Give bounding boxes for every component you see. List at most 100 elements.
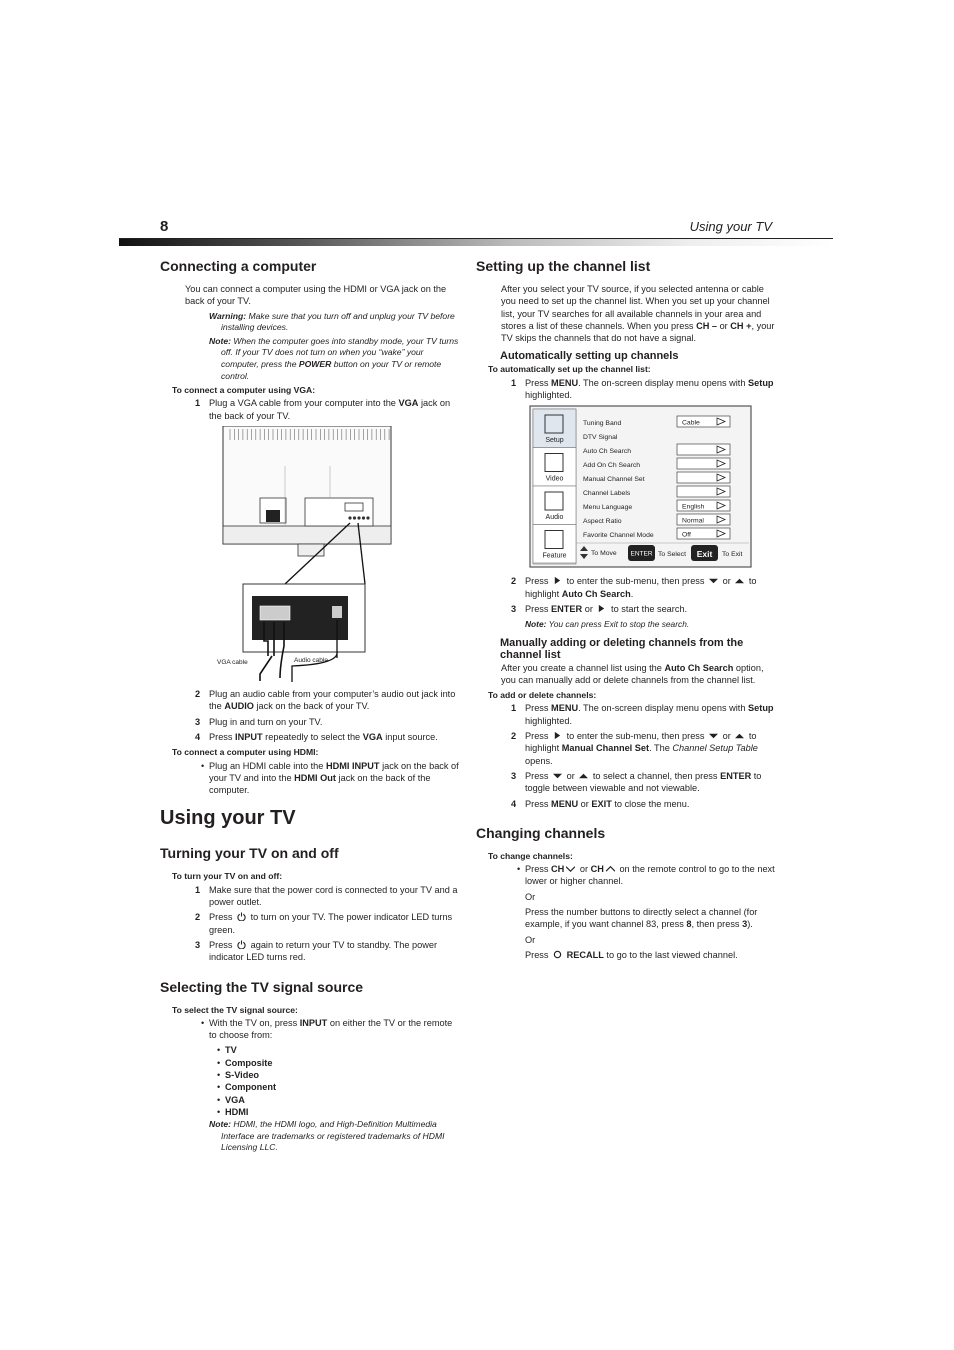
running-title: Using your TV xyxy=(689,219,772,234)
paragraph: After you create a channel list using th… xyxy=(501,662,776,687)
menu-box xyxy=(676,444,731,456)
tab-icon xyxy=(544,530,564,550)
text-run: ). xyxy=(747,919,753,930)
figure-label: To Move xyxy=(591,550,617,557)
step-text: Press again to return your TV to standby… xyxy=(209,940,437,962)
step-number: 3 xyxy=(195,939,201,950)
text-run: Auto Ch Search xyxy=(561,588,631,599)
figure-label: Cable xyxy=(682,420,700,427)
step-number: 1 xyxy=(511,703,517,714)
text-run: Press xyxy=(209,912,236,923)
text-run: You can connect a computer using the HDM… xyxy=(185,284,447,307)
icon-up xyxy=(735,733,745,739)
icon-recall xyxy=(553,950,562,959)
note: Note: HDMI, the HDMI logo, and High-Defi… xyxy=(209,1119,460,1154)
text-run: INPUT xyxy=(235,731,263,742)
section-heading: Changing channels xyxy=(476,824,606,841)
text-run: You can press Exit to stop the search. xyxy=(546,619,690,630)
step: 3 Press or to select a channel, then pres… xyxy=(511,770,776,795)
text-run: Press xyxy=(209,731,236,742)
text-run: VGA xyxy=(362,731,383,742)
text-run: Setup xyxy=(748,377,774,388)
figure-label: Off xyxy=(682,532,691,539)
list-item: HDMI xyxy=(217,1106,460,1119)
figure-shape xyxy=(344,502,364,512)
text-run: Press xyxy=(525,949,552,960)
figure-shape xyxy=(259,605,291,621)
header-line xyxy=(119,238,833,239)
text-run: button on your TV or remote control. xyxy=(221,358,442,381)
figure-label: Favorite Channel Mode xyxy=(583,532,654,539)
icon-chev-down xyxy=(566,866,576,873)
bullet: Plug an HDMI cable into the HDMI INPUT j… xyxy=(201,760,460,797)
step: 2 Press to enter the sub-menu, then press… xyxy=(511,730,776,767)
step: 1 Make sure that the power cord is connec… xyxy=(195,884,460,909)
icon-down xyxy=(553,773,563,779)
figure-shape xyxy=(297,543,325,557)
text-run: Warning: xyxy=(209,310,247,321)
menu-box xyxy=(676,472,731,484)
icon-up xyxy=(579,773,589,779)
text-run: Make sure that you turn off and unplug y… xyxy=(221,310,455,333)
procedure-label: To automatically set up the channel list… xyxy=(488,364,651,375)
step: 3 Press ENTER or to start the search. xyxy=(511,603,776,615)
figure-shape xyxy=(352,516,357,520)
step-text: Make sure that the power cord is connect… xyxy=(209,885,458,907)
text-run: again to return your TV to standby. The … xyxy=(209,939,438,963)
tab-icon xyxy=(544,414,564,434)
text-run: MENU xyxy=(551,798,579,809)
figure-shape xyxy=(266,510,280,523)
text-run: MENU xyxy=(551,703,579,714)
figure-label: Exit xyxy=(697,549,713,559)
icon-shape xyxy=(237,940,246,949)
text-run: Note: xyxy=(209,1119,231,1130)
figure-label: Video xyxy=(546,476,564,483)
menu-arrow xyxy=(716,417,726,426)
text-run: jack on the back of the computer. xyxy=(209,772,431,796)
tab-icon xyxy=(544,453,564,473)
icon-shape xyxy=(553,950,562,959)
text-run: or xyxy=(578,798,592,809)
step-number: 4 xyxy=(195,731,201,742)
text-run: HDMI INPUT xyxy=(325,760,380,771)
step-text: Press or to select a channel, then press… xyxy=(525,771,761,793)
text-run: Press xyxy=(525,576,552,587)
icon-shape xyxy=(735,733,745,739)
text-run: to start the search. xyxy=(608,603,688,614)
figure-label: Normal xyxy=(682,518,704,525)
step-number: 2 xyxy=(511,731,517,742)
text-run: Plug in and turn on your TV. xyxy=(209,716,323,727)
figure-shape xyxy=(348,516,352,520)
text-run: to highlight xyxy=(525,731,757,754)
text-run: Or xyxy=(525,934,536,945)
step-number: 2 xyxy=(195,912,201,923)
text-run: Plug a VGA cable from your computer into… xyxy=(209,398,399,409)
text-run: POWER xyxy=(298,358,332,369)
step: 3 Press again to return your TV to standb… xyxy=(195,939,460,964)
text-run: to select a channel, then press xyxy=(590,770,721,781)
note: Warning: Make sure that you turn off and… xyxy=(209,311,460,334)
text-run: Setup xyxy=(748,703,774,714)
figure-shape xyxy=(691,545,718,562)
figure-label: ENTER xyxy=(630,551,652,558)
figure-label: Audio xyxy=(546,514,564,521)
text-run: to toggle between viewable and not viewa… xyxy=(525,770,762,794)
step-text: Press MENU. The on-screen display menu o… xyxy=(525,378,774,400)
figure-shape xyxy=(332,606,342,619)
text-run: input source. xyxy=(382,731,438,742)
text-run: CH xyxy=(551,864,565,875)
bullet: Press CH or CH on the remote control to … xyxy=(517,863,776,888)
subp: Press the number buttons to directly sel… xyxy=(525,906,776,931)
menu-arrow xyxy=(716,515,726,524)
text-run: on the remote control to go to the next … xyxy=(525,864,775,887)
step: 2 Press to turn on your TV. The power ind… xyxy=(195,911,460,936)
right-column: Setting up the channel list After you sel… xyxy=(476,255,776,964)
figure-label: To Select xyxy=(658,551,686,558)
icon-power xyxy=(237,912,246,922)
figure-label: Auto Ch Search xyxy=(583,448,631,455)
text-run: Press xyxy=(525,377,552,388)
text-run: Press xyxy=(525,798,552,809)
text-run: to turn on your TV. The power indicator … xyxy=(209,912,453,935)
step: 4 Press MENU or EXIT to close the menu. xyxy=(511,798,776,810)
step-number: 2 xyxy=(195,689,201,700)
